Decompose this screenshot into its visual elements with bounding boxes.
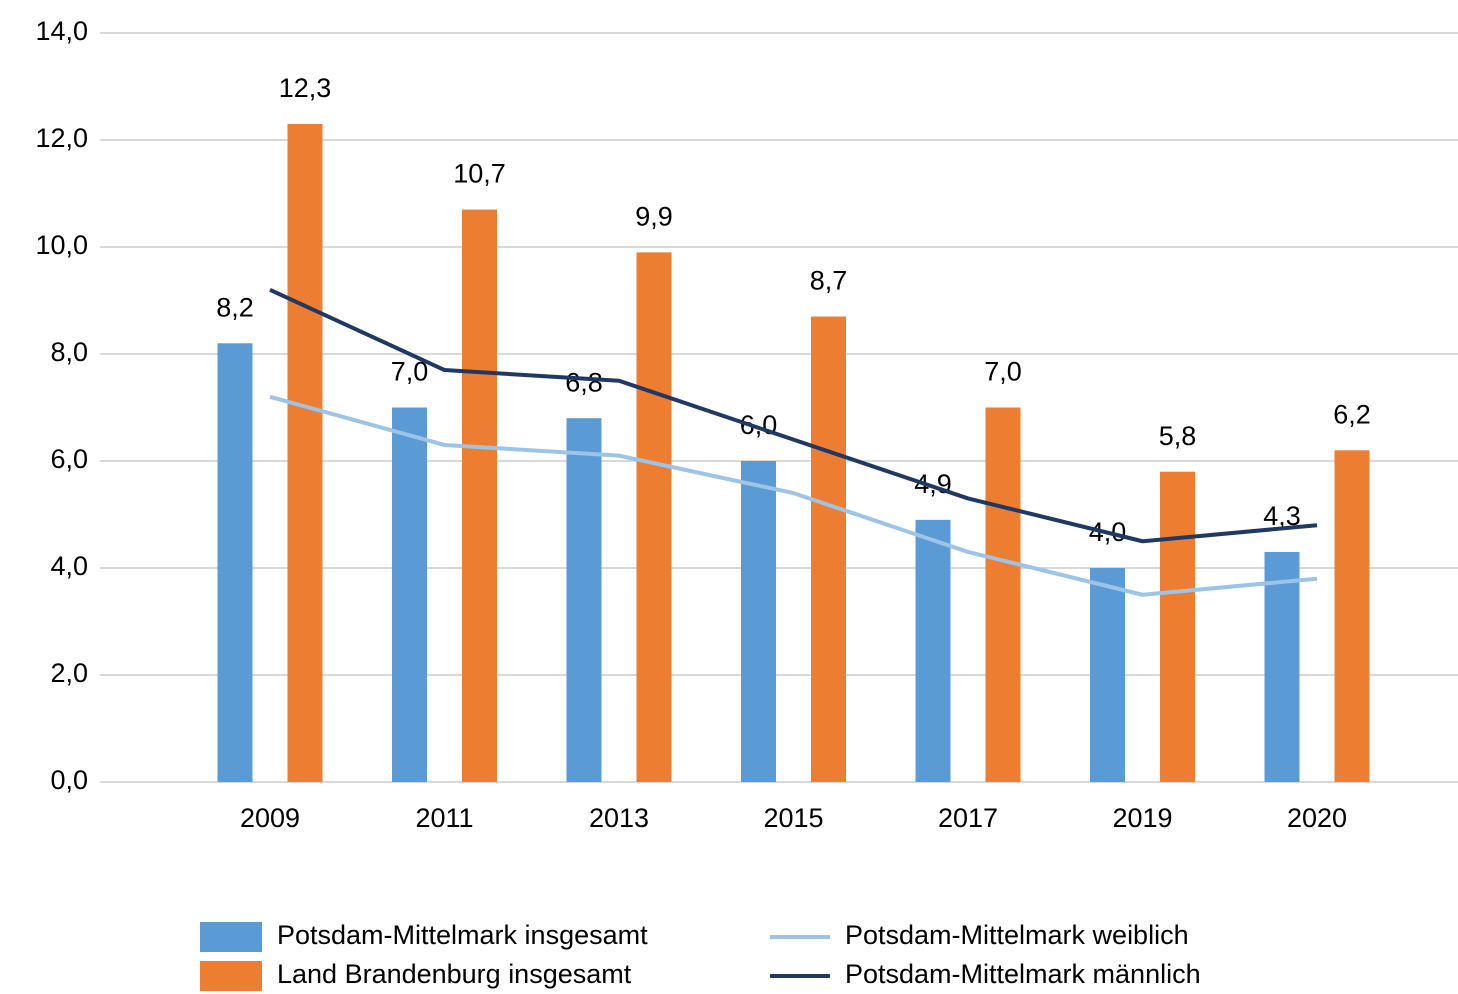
bar <box>636 252 672 783</box>
line <box>269 394 1318 597</box>
y-tick-label: 2,0 <box>50 658 88 688</box>
legend-swatch <box>200 961 262 991</box>
x-tick-label: 2019 <box>1112 803 1172 833</box>
y-tick-label: 0,0 <box>50 765 88 795</box>
data-label: 10,7 <box>453 159 506 189</box>
bar <box>915 519 951 782</box>
x-tick-label: 2011 <box>415 803 473 833</box>
data-label: 8,7 <box>810 266 848 296</box>
bar <box>217 343 253 782</box>
data-label: 7,0 <box>984 357 1022 387</box>
legend-label: Land Brandenburg insgesamt <box>277 959 632 989</box>
data-label: 12,3 <box>279 73 332 103</box>
bar <box>1090 568 1125 782</box>
bar <box>287 123 323 782</box>
legend-label: Potsdam-Mittelmark männlich <box>845 959 1201 989</box>
data-label: 8,2 <box>216 292 254 322</box>
bar <box>741 461 776 782</box>
y-tick-label: 10,0 <box>35 230 88 260</box>
x-tick-label: 2017 <box>938 803 998 833</box>
bar <box>811 316 846 782</box>
data-label: 5,8 <box>1159 421 1197 451</box>
y-tick-label: 12,0 <box>35 123 88 153</box>
x-tick-label: 2009 <box>240 803 300 833</box>
data-label: 9,9 <box>635 201 673 231</box>
x-tick-label: 2015 <box>763 803 823 833</box>
line <box>269 287 1318 544</box>
bar <box>1334 450 1370 782</box>
bar <box>392 407 427 782</box>
bar <box>1160 471 1195 782</box>
y-tick-label: 6,0 <box>50 444 88 474</box>
data-label: 6,2 <box>1333 399 1371 429</box>
bar <box>985 407 1021 782</box>
legend-label: Potsdam-Mittelmark insgesamt <box>277 920 648 950</box>
y-tick-label: 14,0 <box>35 16 88 46</box>
bar <box>1264 551 1300 782</box>
x-tick-label: 2013 <box>589 803 649 833</box>
y-tick-label: 4,0 <box>50 551 88 581</box>
legend-label: Potsdam-Mittelmark weiblich <box>845 920 1189 950</box>
bar <box>462 209 497 783</box>
x-tick-label: 2020 <box>1287 803 1347 833</box>
bar <box>566 418 602 782</box>
data-label: 6,8 <box>565 367 603 397</box>
y-tick-label: 8,0 <box>50 337 88 367</box>
legend-swatch <box>200 922 262 952</box>
